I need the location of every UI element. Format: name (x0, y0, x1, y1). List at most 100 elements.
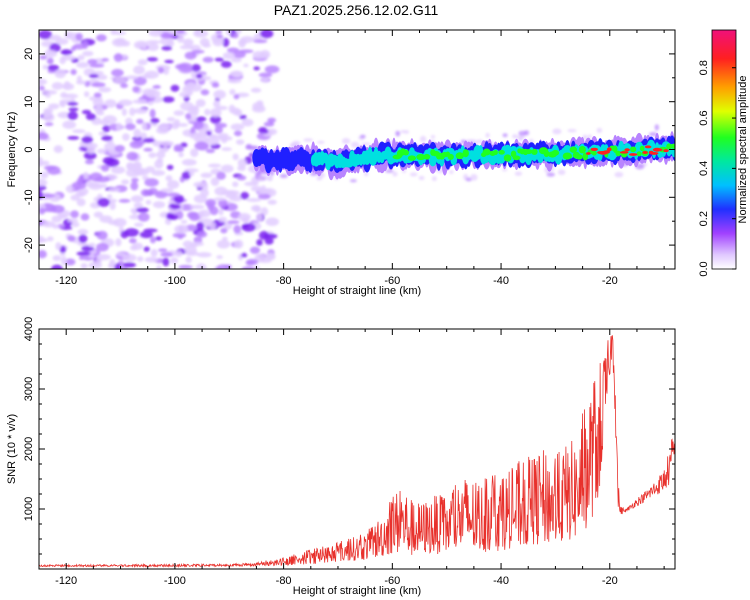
noise-blob (265, 252, 276, 261)
noise-blob (60, 49, 73, 56)
ridge-blob (666, 143, 672, 150)
noise-blob (52, 255, 62, 261)
noise-blob (205, 136, 220, 146)
noise-blob (150, 117, 160, 124)
noise-blob (196, 116, 207, 122)
chart-title: PAZ1.2025.256.12.02.G11 (273, 2, 439, 18)
colorbar-tick-label: 0.0 (698, 261, 710, 276)
x-tick-label: -120 (55, 275, 77, 287)
ridge-blob (578, 145, 586, 154)
noise-blob (143, 147, 153, 152)
x-tick-label: -120 (55, 575, 77, 587)
noise-blob (42, 64, 48, 70)
noise-blob (567, 129, 577, 133)
noise-blob (122, 133, 130, 141)
noise-blob (465, 177, 472, 182)
ridge-blob (416, 153, 426, 161)
noise-blob (80, 263, 88, 269)
noise-blob (229, 195, 243, 202)
colorbar: 0.0 0.2 0.4 0.6 0.8 Normalized spectral ampli… (698, 29, 749, 277)
noise-blob (178, 62, 193, 72)
ridge-blob (649, 151, 659, 155)
noise-blob (210, 177, 220, 187)
noise-blob (93, 211, 103, 218)
noise-blob (241, 266, 256, 269)
noise-blob (139, 231, 154, 239)
noise-blob (170, 203, 181, 210)
noise-blob (132, 136, 143, 141)
snr-series-line (39, 335, 675, 569)
noise-blob (156, 265, 162, 269)
ridge-blob (407, 155, 416, 161)
noise-blob (136, 207, 149, 213)
noise-blob (257, 177, 265, 182)
noise-blob (118, 99, 133, 106)
noise-blob (96, 74, 108, 81)
noise-blob (514, 171, 523, 176)
noise-blob (587, 134, 593, 139)
noise-blob (188, 212, 201, 222)
noise-blob (185, 256, 192, 264)
ridge-blob (498, 149, 505, 155)
ridge-blob (612, 145, 618, 153)
noise-blob (180, 101, 194, 111)
noise-blob (101, 135, 113, 141)
noise-blob (87, 59, 98, 65)
noise-blob (122, 262, 136, 268)
noise-blob (104, 99, 117, 108)
noise-blob (71, 221, 80, 228)
noise-blob (45, 93, 51, 98)
noise-blob (165, 175, 173, 182)
noise-blob (502, 133, 508, 138)
noise-blob (60, 92, 68, 99)
noise-blob (178, 265, 193, 269)
noise-blob (419, 135, 427, 143)
noise-blob (157, 67, 165, 74)
noise-blob (502, 168, 508, 172)
ridge-blob (628, 153, 638, 156)
x-tick-label: -60 (384, 575, 400, 587)
noise-blob (518, 136, 523, 142)
noise-blob (249, 246, 261, 254)
noise-blob (67, 111, 78, 121)
noise-blob (137, 59, 148, 66)
noise-blob (196, 132, 208, 137)
noise-blob (218, 216, 227, 223)
noise-blob (142, 88, 157, 96)
noise-blob (257, 193, 271, 200)
noise-blob (159, 140, 174, 147)
noise-blob (130, 245, 138, 251)
noise-blob (145, 199, 152, 205)
noise-blob (231, 57, 242, 63)
colorbar-label: Normalized spectral amplitude (737, 76, 749, 224)
noise-blob (131, 177, 139, 183)
noise-blob (150, 248, 158, 257)
ridge-blob (629, 146, 637, 153)
noise-blob (111, 68, 124, 77)
noise-blob (212, 37, 224, 47)
noise-blob (83, 91, 90, 98)
noise-blob (96, 148, 107, 154)
x-tick-label: -20 (602, 575, 618, 587)
noise-blob (181, 158, 197, 166)
ridge-blob (636, 151, 642, 157)
noise-blob (360, 134, 366, 139)
ridge-blob (402, 149, 410, 156)
noise-blob (238, 49, 254, 54)
bottom-y-axis-label: SNR (10 * v/v) (6, 414, 18, 484)
noise-blob (67, 218, 79, 223)
ridge-blob (512, 155, 521, 161)
noise-blob (220, 227, 228, 234)
noise-blob (81, 109, 92, 115)
noise-blob (156, 150, 166, 159)
noise-blob (85, 113, 97, 121)
noise-blob (141, 121, 147, 131)
noise-blob (113, 76, 127, 85)
noise-blob (62, 120, 77, 130)
noise-blob (136, 168, 150, 176)
noise-blob (151, 169, 166, 176)
noise-blob (55, 242, 62, 251)
noise-blob (140, 189, 151, 197)
noise-blob (224, 264, 232, 269)
noise-blob (143, 137, 155, 143)
